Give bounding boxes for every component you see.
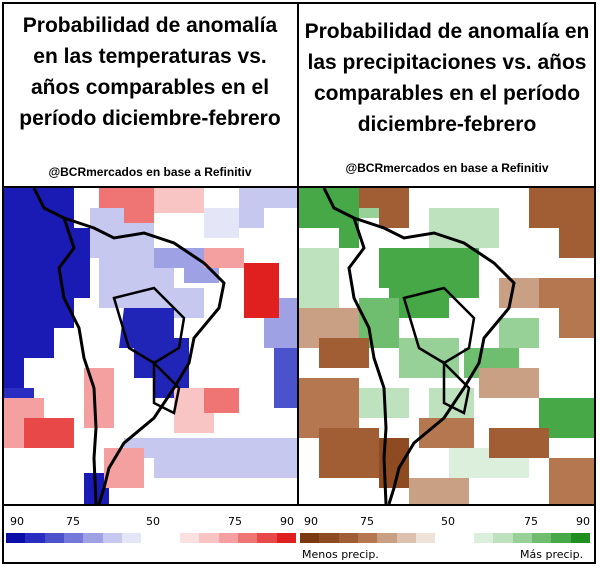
color-scale-swatch (6, 533, 26, 543)
precipitation-title: Probabilidad de anomalía en las precipit… (300, 16, 594, 140)
color-scale-swatch (570, 533, 590, 543)
color-scale-swatch (276, 533, 296, 543)
color-scale-swatch (44, 533, 64, 543)
precipitation-scale-label: 90 (576, 515, 590, 528)
color-scale-swatch (357, 533, 378, 543)
color-scale-swatch (415, 533, 436, 543)
color-scale-swatch (435, 533, 455, 543)
more-precip-label: Más precip. (520, 548, 584, 561)
color-scale-swatch (218, 533, 238, 543)
color-scale-swatch (338, 533, 358, 543)
color-scale-swatch (551, 533, 571, 543)
color-scale-swatch (141, 533, 161, 543)
color-scale-swatch (237, 533, 258, 543)
precipitation-color-scale (300, 533, 590, 543)
temperature-title: Probabilidad de anomalía en las temperat… (4, 10, 296, 134)
precipitation-anomaly-map (299, 188, 594, 504)
precipitation-scale-label: 75 (524, 515, 538, 528)
title-line: las precipitaciones vs. años (307, 51, 587, 74)
color-scale-swatch (83, 533, 103, 543)
title-line: Probabilidad de anomalía en (304, 20, 590, 43)
temperature-color-scale (6, 533, 296, 543)
temperature-scale-label: 50 (146, 515, 160, 528)
precipitation-scale-label: 75 (360, 515, 374, 528)
color-scale-swatch (102, 533, 122, 543)
less-precip-label: Menos precip. (302, 548, 379, 561)
precipitation-scale-label: 90 (304, 515, 318, 528)
color-scale-swatch (257, 533, 277, 543)
color-scale-swatch (512, 533, 532, 543)
title-line: años comparables en el (30, 76, 270, 99)
temperature-scale-label: 75 (228, 515, 242, 528)
temperature-credit: @BCRmercados en base a Refinitiv (48, 165, 252, 179)
temperature-anomaly-map (4, 188, 297, 504)
title-line: Probabilidad de anomalía (22, 14, 278, 37)
title-line: en las temperaturas vs. (33, 45, 267, 68)
color-scale-swatch (319, 533, 339, 543)
temperature-scale-label: 90 (280, 515, 294, 528)
temperature-scale-label: 90 (10, 515, 24, 528)
color-scale-swatch (531, 533, 552, 543)
precipitation-credit: @BCRmercados en base a Refinitiv (345, 161, 549, 175)
color-scale-swatch (160, 533, 180, 543)
color-scale-swatch (199, 533, 219, 543)
color-scale-swatch (396, 533, 416, 543)
color-scale-swatch (473, 533, 494, 543)
color-scale-swatch (454, 533, 474, 543)
scale-divider (2, 504, 596, 506)
color-scale-swatch (493, 533, 513, 543)
color-scale-swatch (25, 533, 45, 543)
precipitation-scale-label: 50 (441, 515, 455, 528)
panel-divider (297, 2, 299, 506)
figure-frame (2, 2, 596, 564)
title-line: diciembre-febrero (357, 113, 537, 136)
color-scale-swatch (121, 533, 142, 543)
title-line: período diciembre-febrero (19, 107, 281, 130)
color-scale-swatch (377, 533, 397, 543)
title-line: comparables en el período (313, 82, 581, 105)
temperature-scale-label: 75 (66, 515, 80, 528)
color-scale-swatch (63, 533, 84, 543)
color-scale-swatch (300, 533, 320, 543)
color-scale-swatch (179, 533, 200, 543)
header-divider (2, 186, 596, 188)
